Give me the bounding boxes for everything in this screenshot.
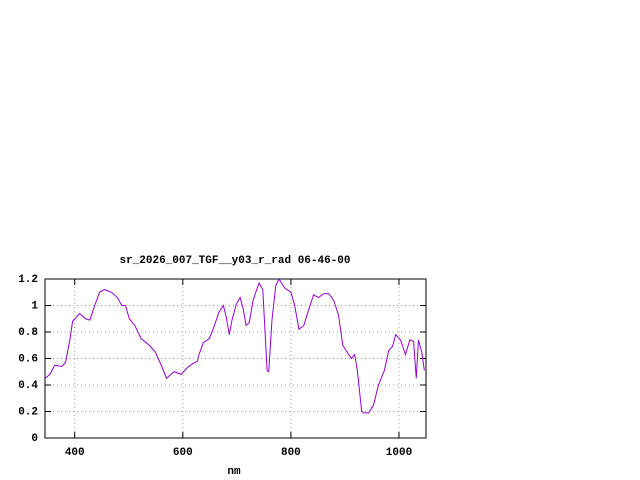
x-tick-label: 600	[173, 447, 193, 459]
y-tick-label: 0.8	[18, 327, 38, 339]
data-line	[44, 277, 425, 414]
plot-border	[44, 278, 427, 439]
x-tick-label: 800	[281, 447, 301, 459]
y-tick-label: 0.6	[18, 353, 38, 365]
x-axis-label: nm	[227, 466, 241, 478]
y-tick-label: 0.4	[18, 380, 38, 392]
chart-title: sr_2026_007_TGF__y03_r_rad 06-46-00	[119, 255, 350, 267]
x-tick-label: 1000	[386, 447, 412, 459]
y-tick-label: 0.2	[18, 406, 38, 418]
y-tick-label: 1	[31, 300, 38, 312]
y-tick-label: 0	[31, 433, 38, 445]
y-tick-label: 1.2	[18, 274, 38, 286]
x-tick-label: 400	[65, 447, 85, 459]
